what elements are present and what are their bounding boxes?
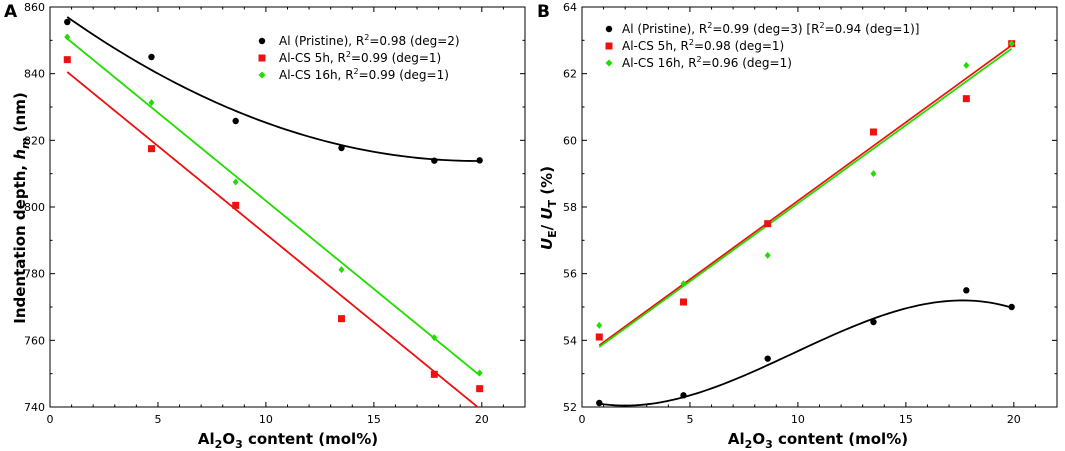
data-point-a-0-2 [232, 117, 239, 125]
data-point-a-1-2 [232, 201, 240, 209]
data-point-b-2-5 [1008, 40, 1015, 48]
panel-label-b: B [537, 2, 550, 22]
x-tick-label-b-3: 15 [899, 413, 913, 426]
data-point-a-0-3 [338, 144, 345, 152]
y-tick-label-a-1: 760 [24, 334, 45, 347]
y-tick-label-b-3: 58 [563, 201, 577, 214]
data-point-b-0-0 [596, 399, 603, 407]
x-tick-label-b-4: 20 [1007, 413, 1021, 426]
x-tick-label-a-3: 15 [367, 413, 381, 426]
data-point-a-2-2 [232, 178, 239, 186]
legend-marker-a-2 [258, 71, 266, 79]
y-tick-label-b-1: 54 [563, 334, 577, 347]
legend-marker-b-1 [605, 42, 613, 50]
fit-line-a-1 [66, 71, 480, 407]
x-tick-label-a-4: 20 [475, 413, 489, 426]
legend-marker-b-0 [605, 25, 613, 33]
x-tick-label-b-2: 10 [791, 413, 805, 426]
y-tick-label-b-4: 60 [563, 134, 577, 147]
legend-label-b-1: Al-CS 5h, R2=0.98 (deg=1) [622, 38, 784, 53]
data-point-b-1-0 [595, 333, 603, 341]
legend-b: Al (Pristine), R2=0.99 (deg=3) [R2=0.94 … [605, 21, 920, 70]
data-point-a-1-1 [147, 145, 155, 153]
x-tick-label-a-2: 10 [259, 413, 273, 426]
y-tick-label-a-6: 860 [24, 1, 45, 14]
x-tick-label-b-1: 5 [686, 413, 693, 426]
plot-area-a: 0 5 10 15 20 740 760 780 800 820 840 860 [24, 1, 526, 426]
fit-line-a-2 [66, 37, 481, 377]
data-point-a-1-3 [337, 315, 345, 323]
fit-line-b-0 [599, 299, 1012, 407]
x-tick-label-b-0: 0 [579, 413, 586, 426]
legend-marker-a-1 [258, 54, 266, 62]
data-point-a-0-4 [431, 157, 438, 164]
legend-label-b-0: Al (Pristine), R2=0.99 (deg=3) [R2=0.94 … [622, 21, 920, 36]
fit-line-b-1 [598, 44, 1013, 347]
data-point-b-1-4 [962, 95, 970, 103]
data-point-b-2-4 [963, 61, 970, 69]
y-axis-title-b: UE/ UT (%) [538, 166, 559, 250]
data-point-b-0-2 [764, 355, 771, 362]
y-tick-label-a-4: 820 [24, 134, 45, 147]
data-point-a-1-4 [430, 370, 438, 378]
x-tick-label-a-0: 0 [47, 413, 54, 426]
data-point-a-2-3 [338, 266, 345, 274]
legend-marker-a-0 [258, 37, 266, 45]
legend-label-a-1: Al-CS 5h, R2=0.99 (deg=1) [279, 50, 441, 65]
y-axis-title-a: Indentation depth, hm (nm) [11, 92, 32, 323]
plot-area-b: 0 5 10 15 20 52 54 56 58 60 62 64 [563, 1, 1058, 426]
data-point-a-2-0 [64, 33, 71, 41]
panel-a: A 0 5 10 15 20 740 760 780 800 820 840 860 Indentat… [4, 1, 526, 451]
data-point-b-1-2 [764, 220, 772, 228]
fit-line-a-0 [66, 16, 480, 162]
data-point-b-0-3 [870, 318, 877, 326]
legend-marker-b-2 [605, 59, 613, 67]
data-point-a-0-5 [476, 157, 483, 164]
plot-frame-a [49, 6, 526, 408]
data-point-b-1-1 [679, 298, 687, 306]
y-tick-label-b-0: 52 [563, 401, 577, 414]
y-tick-label-a-5: 840 [24, 68, 45, 81]
data-point-b-2-2 [764, 251, 771, 259]
panel-label-a: A [4, 2, 18, 22]
data-point-a-0-1 [148, 53, 155, 61]
data-point-b-1-3 [869, 128, 877, 136]
data-point-b-2-3 [870, 170, 877, 178]
data-point-a-1-0 [63, 56, 71, 64]
data-point-a-0-0 [64, 18, 71, 26]
y-tick-label-a-3: 800 [24, 201, 45, 214]
legend-label-b-2: Al-CS 16h, R2=0.96 (deg=1) [622, 55, 792, 70]
x-axis-title-b: Al2O3 content (mol%) [728, 430, 908, 451]
legend-a: Al (Pristine), R2=0.98 (deg=2) Al-CS 5h,… [258, 33, 460, 82]
legend-label-a-0: Al (Pristine), R2=0.98 (deg=2) [279, 33, 460, 48]
data-point-a-2-4 [431, 334, 438, 342]
data-point-a-2-1 [148, 99, 155, 107]
x-axis-title-a: Al2O3 content (mol%) [198, 430, 378, 451]
x-tick-label-a-1: 5 [154, 413, 161, 426]
data-point-a-1-5 [476, 385, 484, 393]
y-tick-label-b-5: 62 [563, 68, 577, 81]
data-point-b-0-4 [963, 287, 970, 294]
data-point-b-0-1 [680, 392, 687, 399]
y-tick-label-b-6: 64 [563, 1, 577, 14]
data-point-b-2-1 [680, 280, 687, 288]
legend-label-a-2: Al-CS 16h, R2=0.99 (deg=1) [279, 67, 449, 82]
data-point-b-0-5 [1008, 303, 1015, 311]
y-tick-label-b-2: 56 [563, 268, 577, 281]
y-tick-label-a-0: 740 [24, 401, 45, 414]
data-point-b-2-0 [596, 321, 603, 329]
data-point-a-2-5 [476, 369, 483, 377]
fit-line-b-2 [598, 47, 1013, 348]
y-tick-label-a-2: 780 [24, 268, 45, 281]
panel-b: B 0 5 10 15 20 52 54 56 58 60 62 64 UE/ UT (%) Al2O… [537, 1, 1058, 451]
